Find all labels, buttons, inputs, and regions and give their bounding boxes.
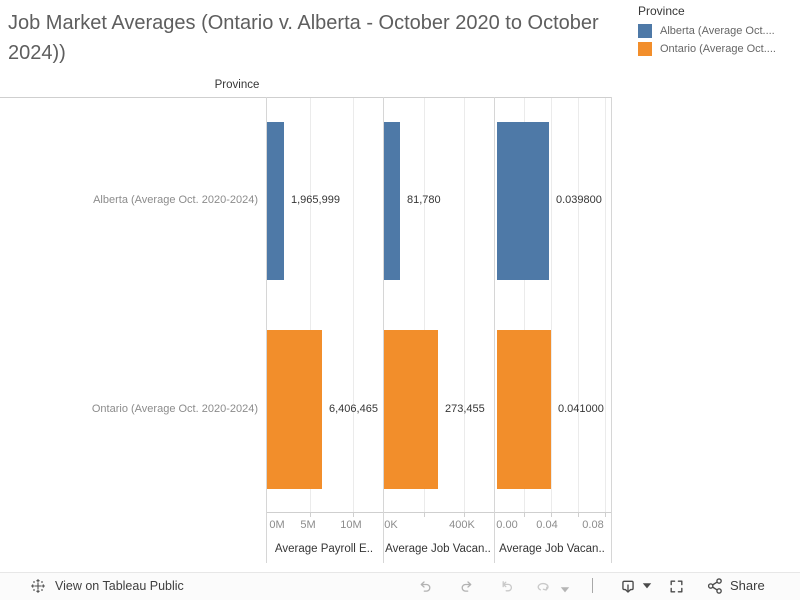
bar-alberta-payroll[interactable] <box>267 122 284 280</box>
tick-mark <box>551 512 552 517</box>
gridline <box>464 98 465 512</box>
fullscreen-icon[interactable] <box>668 578 685 595</box>
gridline <box>424 98 425 512</box>
bar-ontario-payroll[interactable] <box>267 330 322 489</box>
bar-value-label: 1,965,999 <box>291 194 340 206</box>
alberta-swatch-icon <box>638 24 652 38</box>
revert-icon[interactable] <box>499 578 515 594</box>
legend: Province Alberta (Average Oct.... Ontari… <box>638 4 796 56</box>
row-label-ontario: Ontario (Average Oct. 2020-2024) <box>91 403 258 415</box>
tick-mark <box>524 512 525 517</box>
view-on-tableau-public-link[interactable]: View on Tableau Public <box>55 579 184 593</box>
bar-value-label: 81,780 <box>407 194 441 206</box>
tick-label: 10M <box>340 519 362 531</box>
redo-icon[interactable] <box>459 578 475 594</box>
tick-mark <box>353 512 354 517</box>
legend-item-alberta[interactable]: Alberta (Average Oct.... <box>638 24 796 38</box>
chart-bottom-border <box>266 512 611 513</box>
footer-toolbar <box>0 572 800 600</box>
tick-label: 0M <box>269 519 285 531</box>
panel-border <box>611 97 612 563</box>
download-caret-down-icon[interactable] <box>642 582 652 590</box>
panel-border <box>266 97 267 563</box>
gridline <box>353 98 354 512</box>
axis-title-vacancies: Average Job Vacan.. <box>385 543 491 555</box>
page-title: Job Market Averages (Ontario v. Alberta … <box>8 12 599 64</box>
legend-title: Province <box>638 4 685 18</box>
bar-value-label: 0.041000 <box>558 403 604 415</box>
axis-title-payroll: Average Payroll E.. <box>274 543 374 555</box>
tick-label: 5M <box>300 519 316 531</box>
panel-border <box>383 97 384 563</box>
bar-value-label: 273,455 <box>445 403 485 415</box>
bar-value-label: 6,406,465 <box>329 403 378 415</box>
undo-icon[interactable] <box>417 578 433 594</box>
tick-label: 0.08 <box>582 519 604 531</box>
axis-title-vacancy-rate: Average Job Vacan.. <box>499 543 605 555</box>
bar-value-label: 0.039800 <box>556 194 602 206</box>
tick-mark <box>310 512 311 517</box>
share-icon[interactable] <box>706 577 724 595</box>
row-label-alberta: Alberta (Average Oct. 2020-2024) <box>93 194 258 206</box>
replay-caret-down-icon[interactable] <box>560 582 576 598</box>
download-icon[interactable] <box>619 577 637 595</box>
bar-ontario-vacancies[interactable] <box>384 330 438 489</box>
bar-alberta-vacancies[interactable] <box>384 122 400 280</box>
chart-top-border <box>0 97 611 98</box>
tick-mark <box>424 512 425 517</box>
tick-label: 0.04 <box>536 519 558 531</box>
share-button-label[interactable]: Share <box>730 578 765 593</box>
tick-label: 400K <box>449 519 475 531</box>
bar-alberta-vacancy-rate[interactable] <box>497 122 549 280</box>
gridline <box>310 98 311 512</box>
replay-icon[interactable] <box>535 578 551 594</box>
gridline <box>578 98 579 512</box>
gridline <box>605 98 606 512</box>
tick-label: 0.00 <box>496 519 518 531</box>
legend-label: Alberta (Average Oct.... <box>660 25 775 37</box>
gridline <box>551 98 552 512</box>
tick-mark <box>578 512 579 517</box>
legend-item-ontario[interactable]: Ontario (Average Oct.... <box>638 42 796 56</box>
toolbar-divider <box>592 578 593 593</box>
panel-border <box>494 97 495 563</box>
tick-label: 0K <box>384 519 398 531</box>
row-header-province: Province <box>214 79 260 91</box>
tableau-logo-icon[interactable] <box>30 578 46 594</box>
legend-label: Ontario (Average Oct.... <box>660 43 776 55</box>
bar-ontario-vacancy-rate[interactable] <box>497 330 551 489</box>
ontario-swatch-icon <box>638 42 652 56</box>
gridline <box>524 98 525 512</box>
tick-mark <box>605 512 606 517</box>
tick-mark <box>464 512 465 517</box>
